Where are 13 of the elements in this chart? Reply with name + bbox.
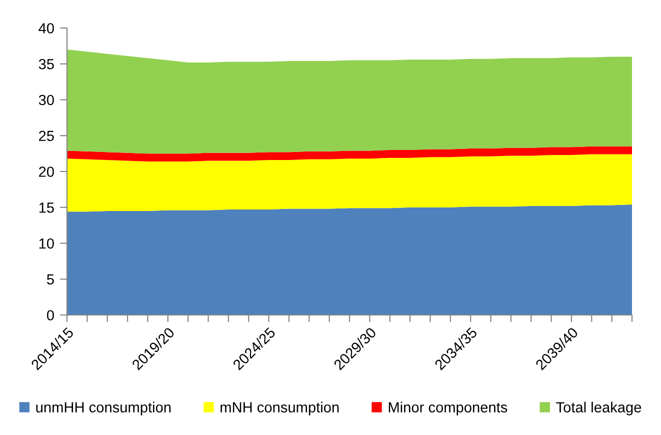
y-tick-label: 40	[38, 23, 54, 34]
y-tick-label: 20	[39, 166, 54, 177]
y-tick-label: 35	[38, 58, 54, 70]
y-tick-label: 30	[38, 94, 54, 106]
y-tick-label: 25	[39, 130, 54, 142]
legend-label: Total leakage	[556, 402, 642, 416]
legend-label: mNH consumption	[220, 402, 339, 416]
y-tick-label: 15	[39, 202, 54, 213]
legend-label: unmHH consumption	[36, 402, 171, 416]
y-tick-label: 0	[46, 310, 54, 320]
y-tick-label: 5	[46, 274, 54, 285]
legend-label: Minor components	[388, 402, 508, 416]
y-tick-label: 10	[39, 238, 54, 249]
